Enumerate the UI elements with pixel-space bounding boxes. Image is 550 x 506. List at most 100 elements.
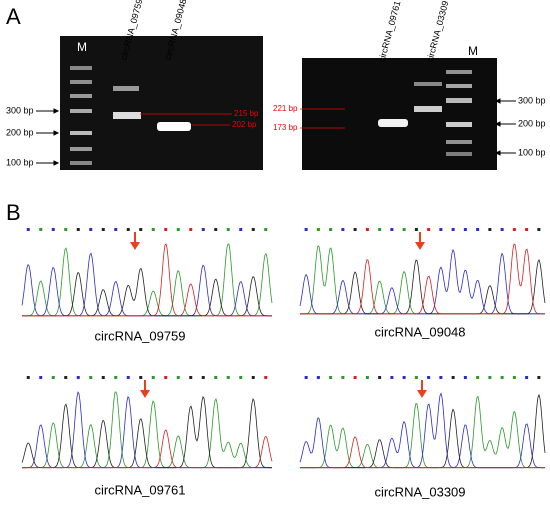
base-dot — [414, 376, 418, 379]
arrow — [417, 390, 427, 398]
trace-caption: circRNA_09048 — [374, 324, 465, 339]
panel-label: B — [6, 200, 21, 225]
trace — [300, 243, 545, 315]
band-size: 221 bp — [273, 104, 298, 113]
base-dot — [304, 228, 308, 231]
base-dot — [251, 228, 255, 231]
base-dot — [126, 376, 130, 379]
marker-label: 300 bp — [6, 105, 34, 115]
base-dot — [114, 376, 118, 379]
base-dot — [451, 228, 455, 231]
base-dot — [214, 228, 218, 231]
base-dot — [427, 376, 431, 379]
base-dot — [189, 228, 193, 231]
band-size: 173 bp — [273, 123, 298, 132]
base-dot — [164, 376, 168, 379]
base-dot — [176, 228, 180, 231]
trace-caption: circRNA_09759 — [94, 328, 185, 343]
base-dot — [488, 228, 492, 231]
trace — [22, 243, 272, 317]
arrow — [130, 242, 140, 250]
base-dot — [239, 376, 243, 379]
base-dot — [76, 376, 80, 379]
base-dot — [151, 228, 155, 231]
base-dot — [51, 228, 55, 231]
base-dot — [476, 376, 480, 379]
marker-label: 200 bp — [6, 127, 34, 137]
base-dot — [525, 376, 529, 379]
base-dot — [39, 228, 43, 231]
ladder-label: M — [468, 44, 478, 58]
base-dot — [39, 376, 43, 379]
marker-label: 100 bp — [6, 157, 34, 167]
base-dot — [164, 228, 168, 231]
base-dot — [402, 376, 406, 379]
band — [414, 106, 442, 112]
base-dot — [365, 376, 369, 379]
base-dot — [139, 228, 143, 231]
trace — [300, 436, 545, 469]
base-dot — [500, 228, 504, 231]
base-dot — [365, 228, 369, 231]
base-dot — [378, 228, 382, 231]
base-dot — [427, 228, 431, 231]
base-dot — [341, 376, 345, 379]
base-dot — [101, 228, 105, 231]
ladder-bands — [446, 70, 472, 156]
trace — [299, 248, 545, 315]
base-dot — [26, 376, 30, 379]
band — [157, 122, 191, 131]
band — [414, 82, 442, 86]
base-dot — [126, 228, 130, 231]
base-dot — [316, 376, 320, 379]
base-dot — [304, 376, 308, 379]
band — [378, 119, 408, 127]
base-dot — [329, 376, 333, 379]
base-dot — [537, 376, 541, 379]
band-size: 215 bp — [234, 109, 259, 118]
base-dot — [201, 228, 205, 231]
base-dot — [414, 228, 418, 231]
lane-label: circRNA_09761 — [377, 0, 403, 63]
base-dot — [476, 228, 480, 231]
base-dot — [264, 376, 268, 379]
base-dot — [537, 228, 541, 231]
chromatograms — [21, 228, 546, 469]
base-dot — [390, 376, 394, 379]
base-dot — [139, 376, 143, 379]
marker-label: 100 bp — [518, 147, 546, 157]
base-dot — [64, 228, 68, 231]
marker-arrows — [494, 98, 516, 156]
base-dot — [114, 228, 118, 231]
base-dot — [512, 228, 516, 231]
base-dot — [512, 376, 516, 379]
marker-label: 200 bp — [518, 118, 546, 128]
base-dot — [26, 228, 30, 231]
base-dot — [214, 376, 218, 379]
base-dot — [264, 228, 268, 231]
base-dot — [176, 376, 180, 379]
base-dot — [341, 228, 345, 231]
base-dot — [226, 376, 230, 379]
base-dot — [488, 376, 492, 379]
band — [113, 112, 141, 119]
trace — [22, 243, 273, 317]
trace — [299, 392, 545, 469]
base-dot — [226, 228, 230, 231]
base-dot — [89, 376, 93, 379]
band — [113, 86, 139, 91]
marker-label: 300 bp — [518, 95, 546, 105]
base-dot — [525, 228, 529, 231]
marker-arrows — [36, 108, 60, 166]
base-dot — [463, 376, 467, 379]
base-dot — [151, 376, 155, 379]
trace-caption: circRNA_09761 — [94, 482, 185, 497]
base-dot — [353, 228, 357, 231]
base-dot — [64, 376, 68, 379]
trace-caption: circRNA_03309 — [374, 484, 465, 499]
base-dot — [316, 228, 320, 231]
band-size: 202 bp — [232, 120, 257, 129]
arrow — [140, 390, 150, 398]
gel — [302, 58, 497, 170]
base-dot — [439, 376, 443, 379]
